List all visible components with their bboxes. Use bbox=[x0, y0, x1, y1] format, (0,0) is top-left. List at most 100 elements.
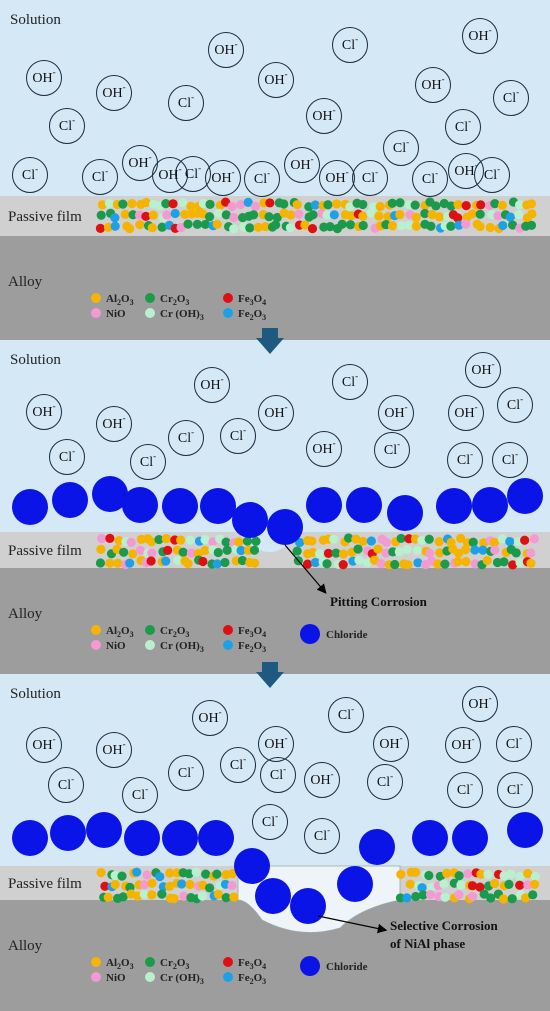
oxide-particle bbox=[110, 870, 120, 881]
oxide-particle bbox=[440, 559, 450, 569]
cl-ion-label: Cl- bbox=[254, 168, 270, 187]
legend-fe3o4-dot bbox=[223, 957, 233, 967]
oxide-particle bbox=[483, 869, 493, 879]
oh-ion-ring bbox=[378, 395, 414, 431]
oxide-particle bbox=[353, 544, 363, 554]
solution-label: Solution bbox=[10, 686, 61, 702]
oh-ion: OH- bbox=[373, 726, 409, 762]
oxide-particle bbox=[411, 212, 421, 222]
cl-ion-label: Cl- bbox=[59, 115, 75, 134]
oh-ion-label: OH- bbox=[264, 402, 287, 421]
cl-ion-ring bbox=[445, 109, 481, 145]
oxide-particle bbox=[184, 869, 194, 879]
oxide-particle bbox=[374, 211, 384, 221]
oh-ion: OH- bbox=[378, 395, 414, 431]
legend-al2o3-label: Al2O3 bbox=[106, 293, 134, 307]
cl-ion: Cl- bbox=[220, 747, 256, 783]
oh-ion: OH- bbox=[306, 98, 342, 134]
oxide-particle bbox=[396, 220, 406, 231]
chloride-ion bbox=[306, 487, 342, 523]
oh-ion-label: OH- bbox=[312, 438, 335, 457]
cl-ion: Cl- bbox=[445, 109, 481, 145]
oxide-particle bbox=[453, 557, 463, 567]
oxide-particle bbox=[139, 880, 149, 890]
oxide-particle bbox=[128, 210, 138, 220]
oxide-particle bbox=[135, 220, 145, 230]
oxide-particle bbox=[222, 545, 232, 555]
oxide-particle bbox=[345, 220, 356, 230]
oh-ion: OH- bbox=[306, 431, 342, 467]
cl-ion-label: Cl- bbox=[457, 779, 473, 798]
legend-al2o3-label: Al2O3 bbox=[106, 625, 134, 639]
oxide-particle bbox=[154, 534, 164, 545]
oxide-particle bbox=[366, 208, 376, 218]
oxide-particle bbox=[453, 199, 463, 210]
oxide-particle bbox=[412, 545, 422, 555]
oxide-particle bbox=[294, 209, 304, 219]
cl-ion: Cl- bbox=[497, 772, 533, 808]
oxide-particle bbox=[135, 545, 146, 555]
oxide-particle bbox=[237, 555, 248, 566]
oh-ion-label: OH- bbox=[384, 402, 407, 421]
oh-ion: OH- bbox=[96, 406, 132, 442]
oxide-particle bbox=[186, 201, 196, 211]
oxide-particle bbox=[170, 208, 180, 219]
oxide-particle bbox=[395, 198, 405, 208]
oxide-particle bbox=[338, 549, 349, 559]
oxide-particle bbox=[410, 200, 420, 210]
legend-fe2o3-label: Fe2O3 bbox=[238, 308, 266, 322]
oxide-particle bbox=[508, 560, 518, 570]
oxide-particle bbox=[229, 892, 239, 902]
oxide-particle bbox=[126, 537, 136, 547]
oh-ion: OH- bbox=[462, 686, 498, 722]
oxide-particle bbox=[250, 201, 261, 212]
oxide-particle bbox=[476, 869, 486, 879]
cl-ion-ring bbox=[168, 85, 204, 121]
oxide-particle bbox=[308, 210, 318, 220]
cl-ion-ring bbox=[496, 726, 532, 762]
oxide-particle bbox=[271, 220, 281, 230]
oh-ion-ring bbox=[192, 700, 228, 736]
arrow-shaft bbox=[262, 662, 278, 672]
oxide-particle bbox=[118, 199, 128, 209]
cl-ion-ring bbox=[168, 420, 204, 456]
oxide-particle bbox=[454, 548, 464, 558]
oxide-particle bbox=[220, 557, 230, 568]
oxide-particle bbox=[523, 868, 533, 879]
oxide-particle bbox=[338, 560, 348, 570]
oxide-particle bbox=[157, 889, 167, 899]
cl-ion-label: Cl- bbox=[506, 733, 522, 752]
oh-ion-label: OH- bbox=[128, 152, 151, 171]
oh-ion-ring bbox=[26, 394, 62, 430]
oxide-particle bbox=[446, 221, 456, 231]
oxide-particle bbox=[427, 209, 437, 220]
oxide-particle bbox=[388, 547, 398, 557]
oxide-particle bbox=[169, 893, 179, 904]
oxide-particle bbox=[147, 548, 157, 558]
oh-ion: OH- bbox=[192, 700, 228, 736]
oxide-particle bbox=[310, 557, 320, 568]
oh-ion-label: OH- bbox=[102, 82, 125, 101]
oxide-particle bbox=[142, 870, 152, 880]
oxide-particle bbox=[178, 198, 188, 208]
cl-ion-ring bbox=[130, 444, 166, 480]
oh-ion-label: OH- bbox=[200, 374, 223, 393]
oxide-particle bbox=[221, 210, 231, 220]
chloride-ion bbox=[436, 488, 472, 524]
oxide-particle bbox=[387, 198, 397, 208]
panel-3: Solution Passive film Alloy OH- Cl- OH- OH- OH-… bbox=[0, 674, 550, 1011]
cl-ion-label: Cl- bbox=[342, 34, 358, 53]
oxide-particle bbox=[410, 867, 421, 877]
oxide-particle bbox=[499, 557, 509, 567]
oxide-particle bbox=[204, 212, 215, 222]
oh-ion-label: OH- bbox=[454, 402, 477, 421]
oxide-particle bbox=[426, 882, 437, 892]
oh-ion-ring bbox=[306, 98, 342, 134]
oxide-particle bbox=[124, 224, 135, 234]
oxide-particle bbox=[325, 222, 335, 232]
legend-al2o3-dot bbox=[91, 625, 101, 635]
cl-ion-ring bbox=[352, 160, 388, 196]
oxide-particle bbox=[119, 547, 129, 557]
oxide-particle bbox=[161, 199, 171, 209]
oxide-particle bbox=[251, 536, 261, 546]
